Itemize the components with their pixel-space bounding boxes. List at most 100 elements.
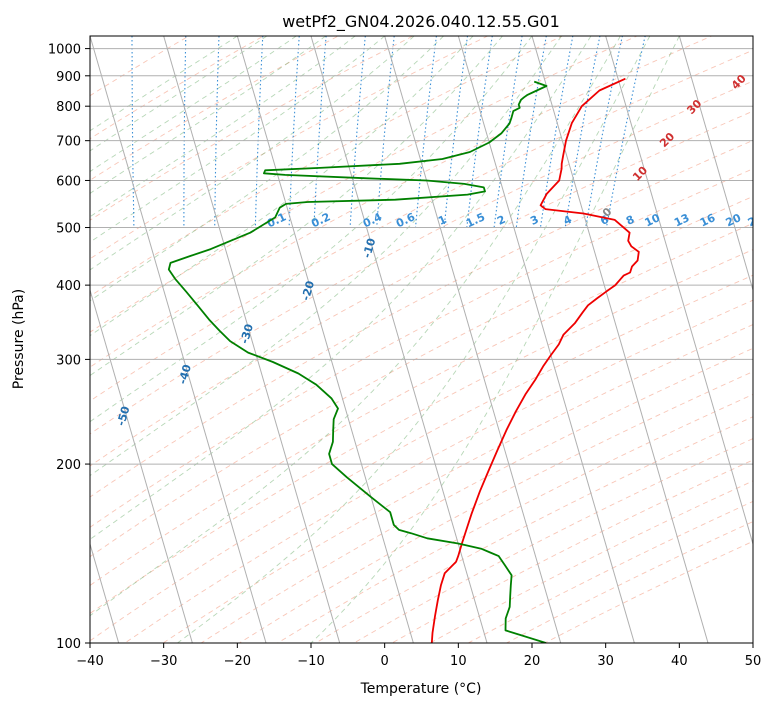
moist-adiabat bbox=[90, 36, 503, 377]
moist-adiabat-label: 40 bbox=[729, 72, 749, 92]
mixing-ratio-label: 13 bbox=[672, 211, 691, 229]
moist-adiabat bbox=[90, 36, 592, 540]
dry-adiabat bbox=[314, 416, 753, 643]
chart-title: wetPf2_GN04.2026.040.12.55.G01 bbox=[282, 12, 560, 32]
moist-adiabat bbox=[177, 36, 651, 643]
mixing-ratio-label: 25 bbox=[746, 211, 765, 229]
x-tick-label: 50 bbox=[745, 654, 762, 669]
mixing-ratio-label: 4 bbox=[561, 213, 574, 228]
x-axis-label: Temperature (°C) bbox=[360, 681, 482, 697]
mixing-ratio-label: 10 bbox=[643, 211, 663, 229]
dry-adiabat bbox=[276, 393, 753, 643]
isobar-lines bbox=[90, 48, 753, 643]
temperature-line bbox=[430, 77, 640, 643]
mixing-ratio-label: 2 bbox=[495, 213, 507, 228]
y-tick-label: 600 bbox=[56, 174, 81, 189]
dewpoint-line bbox=[167, 80, 548, 643]
mixing-ratio-label: 1 bbox=[436, 213, 448, 228]
x-axis-ticks: −40 −30 −20 −10 0 10 20 30 40 50 bbox=[76, 643, 761, 669]
moist-adiabat bbox=[90, 36, 444, 302]
dry-adiabat bbox=[90, 249, 753, 615]
dry-adiabat bbox=[90, 36, 340, 181]
mixing-ratio-line bbox=[349, 36, 366, 228]
dry-adiabat bbox=[90, 49, 753, 402]
x-tick-label: −30 bbox=[150, 654, 177, 669]
dry-adiabat bbox=[90, 222, 753, 587]
dry-adiabat bbox=[90, 110, 753, 467]
moist-adiabat bbox=[90, 36, 562, 477]
isotherm-label: -40 bbox=[176, 363, 194, 386]
dry-adiabat bbox=[353, 438, 753, 643]
mixing-ratio-line bbox=[466, 36, 493, 228]
isotherm-line bbox=[90, 288, 193, 643]
dry-adiabat bbox=[90, 80, 753, 435]
mixing-ratio-line bbox=[214, 36, 220, 228]
dry-adiabat bbox=[90, 195, 753, 558]
isotherm-line bbox=[310, 36, 488, 643]
moist-adiabat bbox=[90, 36, 268, 152]
moist-adiabat-lines bbox=[90, 36, 680, 643]
isotherm-line bbox=[678, 36, 753, 292]
y-tick-label: 1000 bbox=[48, 43, 81, 58]
x-tick-label: 40 bbox=[671, 654, 688, 669]
isotherm-label: -10 bbox=[360, 236, 378, 259]
moist-adiabat bbox=[90, 36, 385, 243]
moist-adiabat bbox=[90, 36, 533, 423]
mixing-ratio-label: 3 bbox=[528, 213, 540, 228]
isotherm-line bbox=[90, 542, 120, 643]
dry-adiabat bbox=[429, 480, 753, 643]
mixing-ratio-line bbox=[443, 36, 469, 228]
x-tick-label: −20 bbox=[224, 654, 251, 669]
isotherm-label: -20 bbox=[299, 279, 317, 302]
mixing-ratio-label: 30 bbox=[768, 211, 775, 229]
moist-adiabat bbox=[90, 36, 326, 194]
moist-adiabat bbox=[90, 36, 238, 132]
dry-adiabat bbox=[200, 347, 753, 643]
mixing-ratio-label: 20 bbox=[724, 211, 744, 229]
dry-adiabat bbox=[90, 36, 190, 97]
mixing-ratio-line bbox=[493, 36, 523, 228]
dry-adiabat bbox=[90, 36, 265, 140]
y-axis-label: Pressure (hPa) bbox=[11, 289, 27, 389]
x-tick-label: 0 bbox=[381, 654, 389, 669]
isotherm-label: -50 bbox=[114, 404, 132, 427]
dry-adiabat bbox=[162, 324, 753, 643]
moist-adiabat bbox=[90, 36, 415, 271]
dry-adiabat bbox=[505, 521, 753, 643]
sounding-series bbox=[167, 77, 640, 643]
mixing-ratio-line bbox=[288, 36, 300, 228]
moist-adiabat bbox=[90, 36, 474, 337]
mixing-ratio-line bbox=[585, 36, 623, 228]
isotherm-line bbox=[163, 36, 341, 643]
dry-adiabat bbox=[90, 139, 753, 498]
dry-adiabat bbox=[90, 36, 639, 333]
mixing-ratio-line bbox=[254, 36, 264, 228]
x-tick-label: 30 bbox=[597, 654, 614, 669]
moist-adiabat bbox=[90, 36, 297, 173]
mixing-ratio-line bbox=[515, 36, 547, 228]
isotherm-label: -30 bbox=[238, 322, 256, 345]
mixing-ratio-line bbox=[605, 36, 646, 228]
moist-adiabat bbox=[310, 36, 680, 643]
x-tick-label: 20 bbox=[524, 654, 541, 669]
moist-adiabat bbox=[90, 36, 621, 617]
isotherm-line bbox=[531, 36, 709, 643]
x-tick-label: −10 bbox=[297, 654, 324, 669]
isotherm-label: -70 bbox=[0, 479, 7, 502]
isotherm-line bbox=[605, 36, 753, 546]
mixing-ratio-label: 16 bbox=[698, 211, 718, 229]
y-tick-label: 100 bbox=[56, 637, 81, 652]
y-tick-label: 700 bbox=[56, 135, 81, 150]
y-tick-label: 200 bbox=[56, 458, 81, 473]
isotherm-line bbox=[384, 36, 562, 643]
dry-adiabat bbox=[90, 274, 753, 642]
isotherm-line bbox=[236, 36, 414, 643]
y-tick-label: 500 bbox=[56, 222, 81, 237]
mixing-ratio-line bbox=[183, 36, 187, 228]
x-tick-label: 10 bbox=[450, 654, 467, 669]
moist-adiabat-label: 20 bbox=[657, 130, 677, 150]
y-tick-label: 800 bbox=[56, 100, 81, 115]
x-tick-label: −40 bbox=[76, 654, 103, 669]
dry-adiabat bbox=[90, 36, 564, 297]
